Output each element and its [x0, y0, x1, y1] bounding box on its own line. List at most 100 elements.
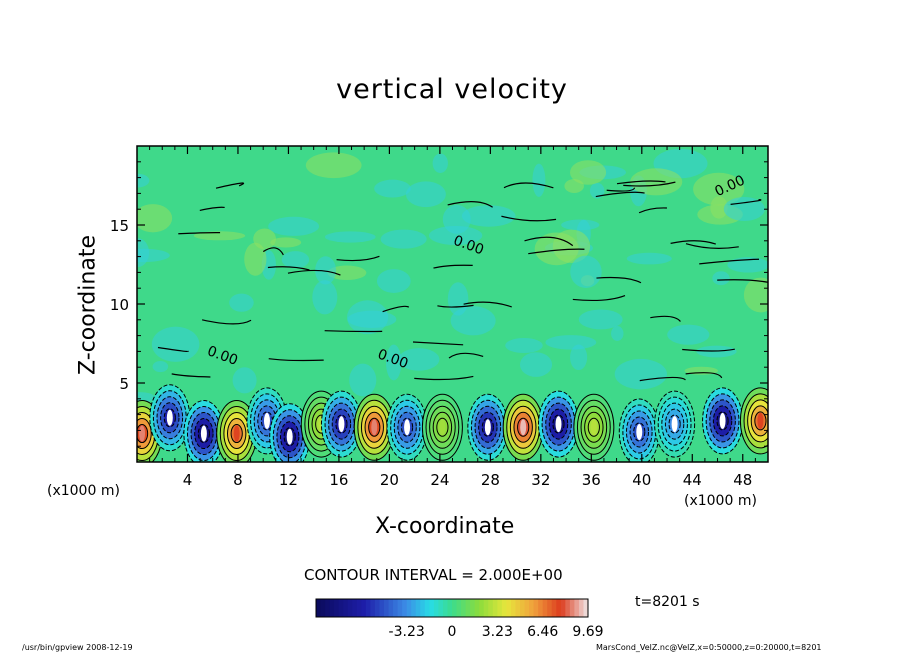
colorbar-cell: [438, 599, 444, 617]
field-patch: [727, 257, 768, 273]
colorbar-cell: [565, 599, 571, 617]
field-patch: [193, 231, 246, 241]
colorbar-cell: [379, 599, 385, 617]
zero-contour-line: [650, 315, 681, 322]
field-patch: [315, 256, 337, 285]
field-patch: [578, 309, 623, 330]
colorbar-cell: [533, 599, 539, 617]
field-patch: [137, 248, 170, 263]
zero-contour-line: [503, 182, 554, 189]
colorbar-cell: [334, 599, 340, 617]
zero-contour-line: [262, 247, 284, 256]
field-patch: [398, 348, 440, 371]
x-tick-label: 8: [233, 471, 243, 489]
field-patch: [376, 269, 411, 293]
x-tick-label: 44: [683, 471, 702, 489]
cell-core: [757, 412, 764, 429]
zero-contour-line: [596, 276, 642, 284]
colorbar-cell: [429, 599, 435, 617]
colorbar-cell: [397, 599, 403, 617]
zero-contour-line: [685, 372, 723, 379]
cell-core: [139, 425, 146, 442]
x-tick-label: 36: [582, 471, 601, 489]
colorbar-cell: [461, 599, 467, 617]
zero-contour-line: [639, 376, 686, 382]
colorbar-cell: [433, 599, 439, 617]
zero-contour-line: [524, 236, 574, 247]
colorbar-cell: [411, 599, 417, 617]
time-label: t=8201 s: [635, 594, 700, 610]
zero-contour-line: [268, 358, 324, 362]
cell-core: [484, 419, 491, 436]
field-patch: [281, 251, 310, 269]
x-tick-label: 12: [279, 471, 298, 489]
cell-core: [200, 425, 207, 442]
field-patch: [626, 252, 672, 265]
zero-contour-line: [157, 346, 189, 353]
y-tick-label: 10: [110, 296, 129, 314]
field-patch: [545, 335, 597, 350]
field-patch: [374, 179, 411, 198]
colorbar-cell: [343, 599, 349, 617]
colorbar-cell: [488, 599, 494, 617]
x-unit-label-left: (x1000 m): [47, 483, 120, 499]
field-patch: [327, 265, 367, 281]
zero-contour-line: [616, 180, 666, 185]
zero-contour-line: [685, 243, 739, 249]
cell-core: [590, 419, 597, 436]
colorbar-cell: [384, 599, 390, 617]
field-patch: [244, 242, 267, 276]
colorbar-cell: [424, 599, 430, 617]
colorbar-cell: [556, 599, 562, 617]
colorbar-cell: [547, 599, 553, 617]
colorbar-tick-label: -3.23: [389, 624, 425, 640]
zero-contour-line: [623, 181, 676, 187]
colorbar-cell: [501, 599, 507, 617]
colorbar-cell: [352, 599, 358, 617]
field-patch: [232, 367, 257, 394]
x-tick-label: 24: [430, 471, 449, 489]
colorbar-cell: [506, 599, 512, 617]
field-patch: [380, 229, 427, 249]
colorbar-frame: [315, 598, 589, 618]
field-patch: [570, 255, 602, 289]
colorbar-cell: [551, 599, 557, 617]
colorbar-cell: [515, 599, 521, 617]
zero-contour-line: [528, 248, 585, 255]
zero-contour-line: [572, 294, 626, 302]
cell-core: [263, 412, 270, 429]
colorbar-cell: [447, 599, 453, 617]
colorbar-cell: [569, 599, 575, 617]
field-patch: [589, 182, 605, 199]
zero-contour-line: [267, 266, 310, 271]
colorbar-cell: [474, 599, 480, 617]
cell-core: [555, 416, 562, 433]
zero-contour-line: [595, 191, 645, 198]
cell-core: [520, 419, 527, 436]
colorbar-cell: [420, 599, 426, 617]
x-tick-label: 4: [183, 471, 193, 489]
field-patch: [570, 344, 588, 371]
colorbar-cell: [524, 599, 530, 617]
x-tick-label: 40: [632, 471, 651, 489]
colorbar-cell: [583, 599, 589, 617]
colorbar-cell: [361, 599, 367, 617]
zero-contour-line: [447, 201, 493, 208]
field-patch: [447, 282, 469, 316]
zero-contour-line: [699, 258, 760, 265]
field-patch: [349, 363, 377, 397]
colorbar-cell: [470, 599, 476, 617]
cell-core: [671, 416, 678, 433]
colorbar-cell: [402, 599, 408, 617]
field-patch: [305, 152, 362, 179]
field-patch: [405, 181, 446, 208]
zero-contour-line: [638, 207, 667, 214]
x-tick-label: 28: [481, 471, 500, 489]
field-patch: [428, 225, 483, 246]
cell-core: [636, 423, 643, 440]
colorbar-cell: [492, 599, 498, 617]
chart-title: vertical velocity: [336, 74, 568, 105]
field-patch: [324, 231, 376, 243]
x-tick-label: 16: [329, 471, 348, 489]
cell-core: [286, 428, 293, 445]
